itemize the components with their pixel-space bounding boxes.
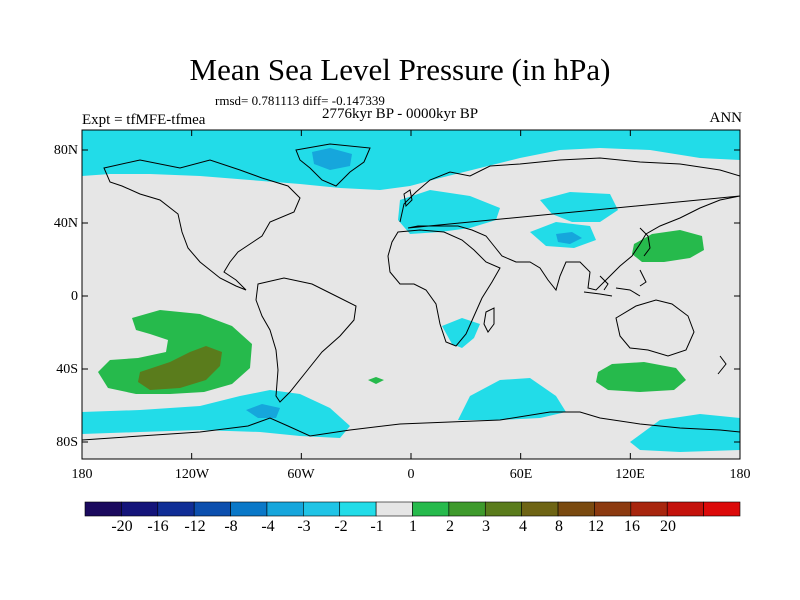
- colorbar-swatch: [557, 501, 595, 517]
- colorbar-swatch: [303, 501, 341, 517]
- colorbar-swatch: [594, 501, 632, 517]
- amundsen-core: [246, 404, 280, 418]
- colorbar-swatch: [230, 501, 268, 517]
- colorbar-label: 12: [588, 518, 604, 535]
- asia-negative-region: [540, 192, 618, 222]
- new-zealand-coast: [717, 355, 727, 375]
- south-atlantic-negative-region: [458, 378, 566, 420]
- south-atlantic-small-positive: [368, 377, 384, 384]
- season-label: ANN: [709, 110, 743, 126]
- colorbar-swatch: [157, 501, 195, 517]
- colorbar: [84, 501, 741, 517]
- north-america-coast: [103, 159, 301, 291]
- indonesia-coast: [583, 269, 647, 297]
- colorbar-swatch: [448, 501, 486, 517]
- colorbar-swatch: [339, 501, 377, 517]
- colorbar-swatch: [84, 501, 122, 517]
- south-pacific-positive-region: [98, 310, 252, 394]
- colorbar-label: -16: [147, 518, 169, 535]
- colorbar-label: -8: [224, 518, 238, 535]
- colorbar-label: 2: [446, 518, 454, 535]
- europe-negative-region: [398, 190, 500, 234]
- lat-label-80s: 80S: [56, 435, 78, 450]
- lon-label-60w: 60W: [287, 467, 315, 482]
- map-title: Mean Sea Level Pressure (in hPa): [189, 52, 611, 87]
- colorbar-swatch: [630, 501, 668, 517]
- lon-label-180w: 180: [71, 467, 93, 482]
- colorbar-label: 20: [660, 518, 676, 535]
- japan-coast: [639, 227, 651, 257]
- lat-label-40s: 40S: [56, 362, 78, 377]
- colorbar-swatch: [375, 501, 413, 517]
- lat-label-80n: 80N: [53, 143, 78, 158]
- antarctic-negative-region: [630, 414, 740, 452]
- south-indian-positive-region: [596, 362, 686, 392]
- colorbar-swatch: [266, 501, 304, 517]
- tibet-core: [556, 232, 582, 244]
- lat-label-40n: 40N: [53, 216, 78, 231]
- lon-label-120w: 120W: [174, 467, 210, 482]
- madagascar-coast: [483, 307, 495, 333]
- coastlines: [82, 143, 740, 441]
- arctic-negative-region: [82, 130, 740, 190]
- colorbar-label: 3: [482, 518, 490, 535]
- greenland-core: [312, 148, 352, 170]
- colorbar-label: 4: [519, 518, 527, 535]
- colorbar-label: -1: [370, 518, 384, 535]
- southern-africa-negative-region: [442, 318, 480, 348]
- north-pacific-positive-region: [632, 230, 704, 262]
- lon-label-0: 0: [407, 467, 415, 482]
- colorbar-label: -3: [297, 518, 311, 535]
- colorbar-label: -4: [261, 518, 275, 535]
- southern-ocean-negative-region: [82, 390, 350, 438]
- map-field: [82, 130, 740, 459]
- colorbar-label: 8: [555, 518, 563, 535]
- lat-label-eq: 0: [71, 289, 78, 304]
- antarctica-coast: [82, 411, 740, 441]
- colorbar-label: -2: [334, 518, 348, 535]
- colorbar-swatch: [484, 501, 522, 517]
- colorbar-label: 16: [624, 518, 640, 535]
- colorbar-swatch: [412, 501, 450, 517]
- colorbar-swatch: [193, 501, 231, 517]
- experiment-label: Expt = tfMFE-tfmea: [82, 112, 206, 128]
- colorbar-swatch: [703, 501, 741, 517]
- lon-label-120e: 120E: [615, 467, 645, 482]
- greenland-coast: [295, 143, 371, 187]
- colorbar-swatch: [666, 501, 704, 517]
- lon-label-60e: 60E: [509, 467, 533, 482]
- colorbar-swatch: [121, 501, 159, 517]
- uk-coast: [403, 189, 413, 208]
- rmsd-diff-stats: rmsd= 0.781113 diff= -0.147339: [215, 93, 385, 108]
- south-america-coast: [255, 277, 357, 403]
- colorbar-label: -20: [111, 518, 133, 535]
- australia-coast: [615, 299, 695, 357]
- south-pacific-core: [138, 346, 222, 390]
- colorbar-label: 1: [409, 518, 417, 535]
- colorbar-label: -12: [184, 518, 206, 535]
- axis-ticks: [81, 130, 741, 459]
- colorbar-swatch: [521, 501, 559, 517]
- time-period-label: 2776kyr BP - 0000kyr BP: [321, 106, 479, 122]
- lon-label-180e: 180: [729, 467, 751, 482]
- africa-coast: [387, 229, 501, 347]
